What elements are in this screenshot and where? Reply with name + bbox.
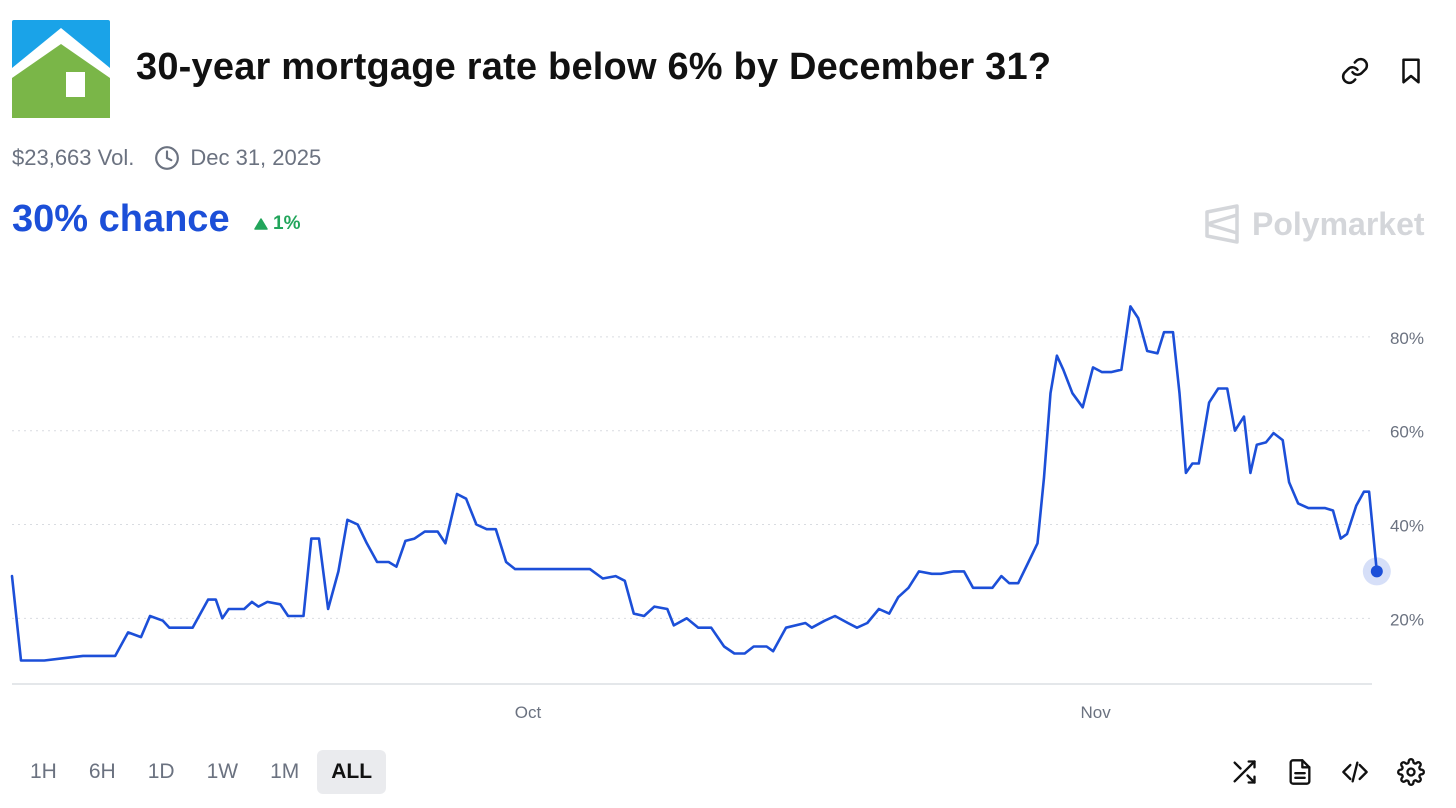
y-tick-label: 40% <box>1390 517 1424 536</box>
chart-grid <box>12 336 1372 619</box>
range-button-6h[interactable]: 6H <box>88 760 116 783</box>
shuffle-icon[interactable] <box>1230 758 1258 786</box>
range-button-1d[interactable]: 1D <box>147 760 175 783</box>
range-button-1w[interactable]: 1W <box>206 760 239 783</box>
y-tick-label: 60% <box>1390 423 1424 442</box>
x-tick-label: Oct <box>515 703 542 722</box>
bookmark-icon[interactable] <box>1396 56 1426 86</box>
polymarket-logo-icon <box>1205 204 1239 244</box>
end-date-text: Dec 31, 2025 <box>190 145 322 170</box>
range-button-all[interactable]: ALL <box>317 750 387 794</box>
polymarket-watermark: Polymarket <box>1204 204 1425 244</box>
range-button-1m[interactable]: 1M <box>270 760 300 783</box>
clock-icon <box>155 146 180 170</box>
triangle-up-icon <box>254 218 268 230</box>
delta-badge: 1% <box>254 213 300 235</box>
market-meta: $23,663 Vol. Dec 31, 2025 <box>12 145 321 171</box>
time-range-selector: 1H 6H 1D 1W 1M ALL <box>16 750 390 794</box>
price-chart: 20% 40% 60% 80% Oct Nov <box>10 305 1424 722</box>
range-button-1h[interactable]: 1H <box>30 760 57 783</box>
y-tick-label: 80% <box>1390 329 1424 348</box>
current-point <box>1370 565 1383 578</box>
series-line <box>10 305 1379 662</box>
y-tick-label: 20% <box>1390 610 1424 629</box>
code-icon[interactable] <box>1341 758 1369 786</box>
volume-text: $23,663 Vol. <box>12 145 135 170</box>
settings-icon[interactable] <box>1397 758 1425 786</box>
chance-value: 30% chance <box>12 198 230 240</box>
page-title: 30-year mortgage rate below 6% by Decemb… <box>136 46 1052 88</box>
delta-value: 1% <box>273 213 301 234</box>
house-icon <box>12 20 110 118</box>
link-icon[interactable] <box>1340 56 1370 86</box>
x-tick-label: Nov <box>1080 703 1111 722</box>
document-icon[interactable] <box>1286 758 1314 786</box>
brand-name: Polymarket <box>1252 205 1425 242</box>
